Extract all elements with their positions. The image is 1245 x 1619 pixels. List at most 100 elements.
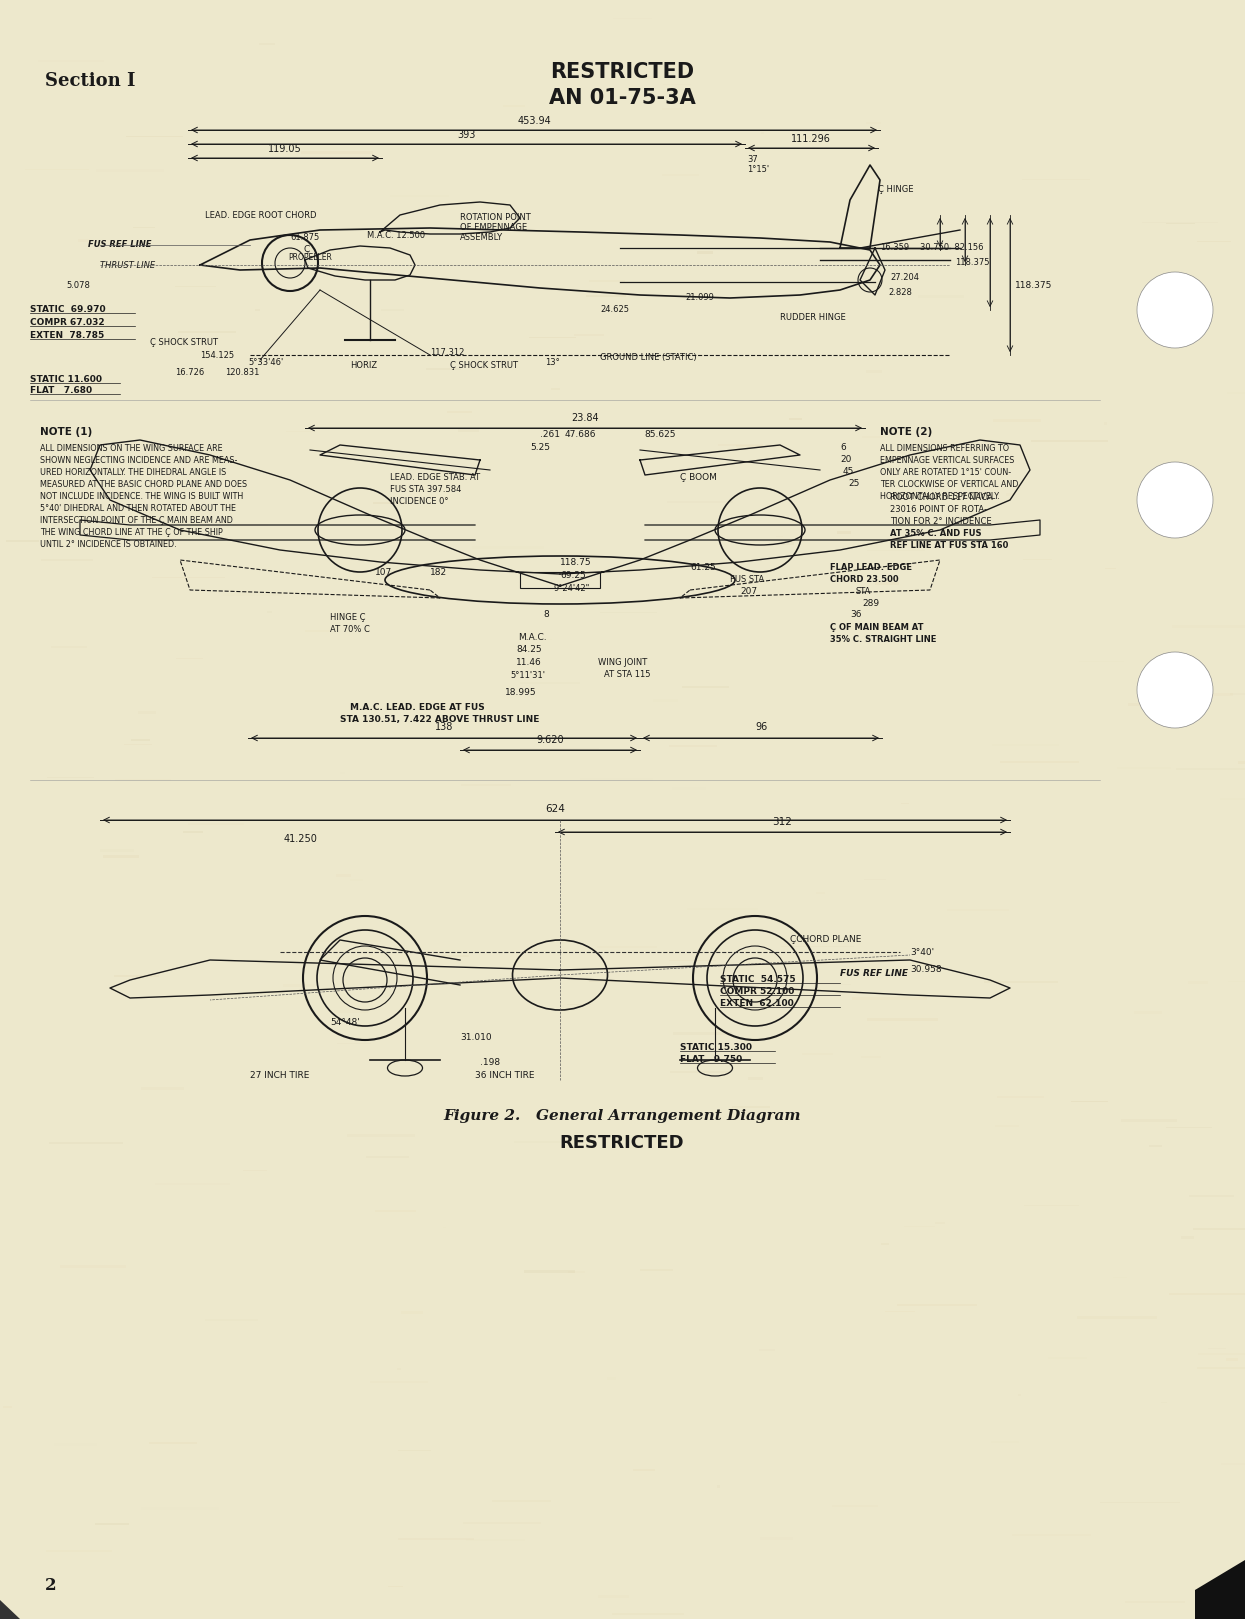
Text: Ç: Ç [303,244,309,254]
Bar [1104,423,1107,426]
Bar [96,470,111,473]
Text: FUS REF LINE: FUS REF LINE [840,970,908,978]
Text: HORIZ: HORIZ [350,361,377,371]
Text: TION FOR 2° INCIDENCE: TION FOR 2° INCIDENCE [890,516,991,526]
Text: 13°: 13° [545,358,560,368]
Bar [375,461,380,463]
Text: 11.46: 11.46 [515,657,542,667]
Bar [991,1441,1020,1443]
Bar [447,411,472,413]
Bar [852,997,928,1001]
Bar [1193,1227,1245,1230]
Bar [608,1378,616,1379]
Text: 393: 393 [457,130,476,139]
Bar [991,743,1059,746]
Bar [283,984,315,986]
Text: 9.620: 9.620 [537,735,564,745]
Text: Ç SHOCK STRUT: Ç SHOCK STRUT [449,361,518,371]
Bar [586,295,626,296]
Text: 23016 POINT OF ROTA-: 23016 POINT OF ROTA- [890,505,987,513]
Bar [667,502,733,504]
Text: .261: .261 [540,431,560,439]
Bar [776,536,783,538]
Bar [103,855,139,858]
Bar [732,1106,769,1107]
Text: 25: 25 [848,479,859,487]
Bar [984,981,1058,983]
Bar [1018,1394,1021,1396]
Text: Figure 2.   General Arrangement Diagram: Figure 2. General Arrangement Diagram [443,1109,801,1124]
Text: LEAD. EDGE STAB. AT: LEAD. EDGE STAB. AT [390,473,481,482]
Bar [1142,222,1218,223]
Text: 84.25: 84.25 [515,644,542,654]
Bar [748,1077,763,1080]
Text: M.A.C.: M.A.C. [518,633,547,643]
Bar [437,955,469,957]
Text: 5.078: 5.078 [66,282,90,290]
Text: LEAD. EDGE ROOT CHORD: LEAD. EDGE ROOT CHORD [205,210,316,220]
Bar [1228,392,1245,395]
Bar [347,1133,416,1137]
Text: 118.375: 118.375 [1015,280,1052,290]
Bar [1221,1462,1245,1465]
Text: 27.204: 27.204 [890,274,919,282]
Text: .198: .198 [481,1057,500,1067]
Text: 207: 207 [740,588,757,596]
Bar [646,76,661,78]
Bar [458,429,479,432]
Text: ONLY ARE ROTATED 1°15' COUN-: ONLY ARE ROTATED 1°15' COUN- [880,468,1011,478]
Bar [259,44,275,45]
Text: 35% C. STRAIGHT LINE: 35% C. STRAIGHT LINE [830,635,936,644]
Bar [640,1269,672,1271]
Bar [670,1072,730,1073]
Bar [1196,1368,1245,1370]
Bar [568,1271,585,1273]
Bar [1180,1237,1194,1239]
Bar [188,822,244,826]
Text: AT 35% C. AND FUS: AT 35% C. AND FUS [890,529,981,538]
Bar [149,1443,198,1444]
Bar [874,581,899,584]
Bar [223,593,283,596]
Text: 2.828: 2.828 [888,288,911,296]
Text: MEASURED AT THE BASIC CHORD PLANE AND DOES: MEASURED AT THE BASIC CHORD PLANE AND DO… [40,479,247,489]
Text: STATIC  69.970: STATIC 69.970 [30,304,106,314]
Text: 1°15': 1°15' [747,165,769,173]
Text: Ç SHOCK STRUT: Ç SHOCK STRUT [149,338,218,346]
Text: INTERSECTION POINT OF THE Ç MAIN BEAM AND: INTERSECTION POINT OF THE Ç MAIN BEAM AN… [40,516,233,525]
Text: UNTIL 2° INCIDENCE IS OBTAINED.: UNTIL 2° INCIDENCE IS OBTAINED. [40,541,177,549]
Bar [864,879,885,881]
Text: 5°11'31': 5°11'31' [510,670,545,680]
Bar [54,1443,97,1446]
Text: 21.099: 21.099 [685,293,713,303]
Text: 453.94: 453.94 [517,117,550,126]
Bar [1134,1012,1162,1013]
Text: INCIDENCE 0°: INCIDENCE 0° [390,497,448,507]
Text: STATIC 15.300: STATIC 15.300 [680,1043,752,1052]
Bar [366,1156,410,1158]
Bar [799,136,814,139]
Bar [867,371,881,372]
Bar [717,1485,720,1488]
Polygon shape [1195,1561,1245,1619]
Bar [311,941,381,942]
Text: NOT INCLUDE INCIDENCE. THE WING IS BUILT WITH: NOT INCLUDE INCIDENCE. THE WING IS BUILT… [40,492,243,500]
Bar [1169,1294,1245,1295]
Text: THE WING CHORD LINE AT THE Ç OF THE SHIP: THE WING CHORD LINE AT THE Ç OF THE SHIP [40,528,223,538]
Bar [736,445,782,447]
Bar [1006,494,1016,495]
Bar [788,418,802,421]
Bar [662,108,682,110]
Text: 20: 20 [840,455,852,465]
Bar [115,779,171,780]
Text: 111.296: 111.296 [791,134,830,144]
Bar [1188,981,1208,984]
Text: ROOT CHORD 117 NACA: ROOT CHORD 117 NACA [890,494,992,502]
Bar [4,1405,11,1409]
Text: 182: 182 [430,568,447,576]
Bar [898,1303,976,1307]
Bar [662,173,700,175]
Bar [178,332,235,334]
Bar [141,1507,219,1511]
Text: 54°48': 54°48' [330,1018,360,1026]
